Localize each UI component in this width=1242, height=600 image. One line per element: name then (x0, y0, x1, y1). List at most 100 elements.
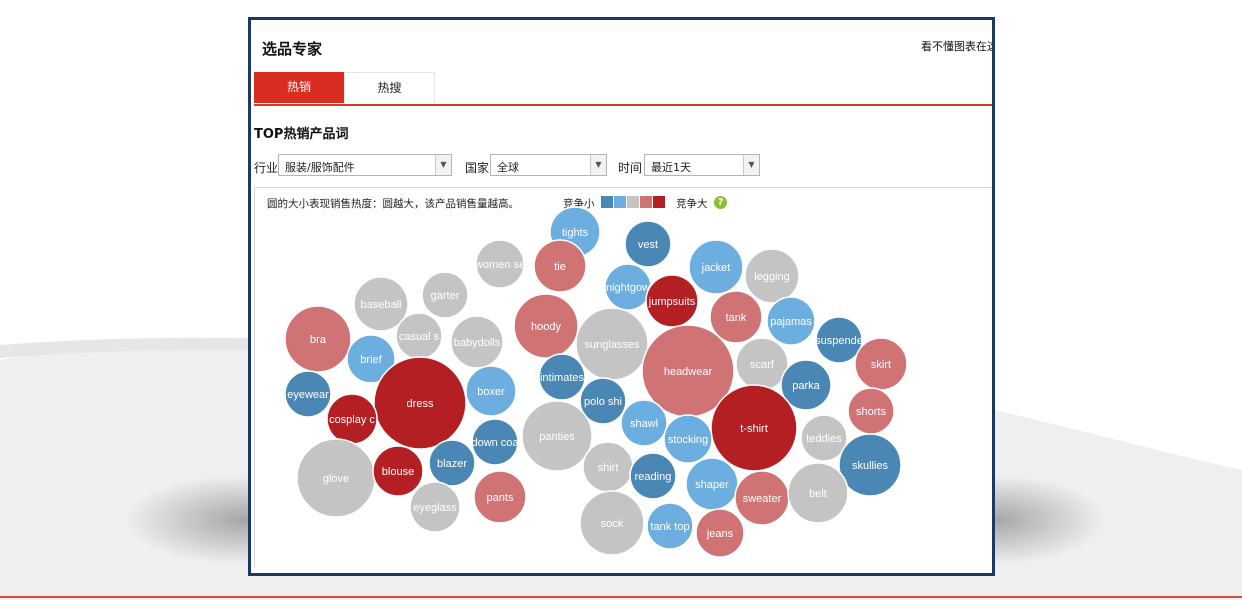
bubble-shawl[interactable]: shawl (620, 399, 668, 447)
bubble-tie[interactable]: tie (533, 239, 587, 293)
bubble-circle[interactable] (353, 276, 409, 332)
bubble-circle[interactable] (744, 248, 800, 304)
bubble-belt[interactable]: belt (787, 462, 849, 524)
bubble-circle[interactable] (710, 384, 798, 472)
bubble-circle[interactable] (688, 239, 744, 295)
bubble-circle[interactable] (695, 508, 745, 558)
bubble-tank-top[interactable]: tank top (646, 502, 694, 550)
bubble-women-se[interactable]: women se (474, 239, 525, 289)
bubble-blouse[interactable]: blouse (372, 445, 424, 497)
bubble-circle[interactable] (513, 293, 579, 359)
bubble-label: jumpsuits (648, 296, 696, 308)
bubble-eyeglass[interactable]: eyeglass (409, 481, 461, 533)
bubble-casual-s[interactable]: casual s (395, 312, 443, 360)
bubble-circle[interactable] (409, 481, 461, 533)
bubble-circle[interactable] (428, 439, 476, 487)
bubble-skirt[interactable]: skirt (854, 337, 908, 391)
bubble-circle[interactable] (646, 502, 694, 550)
bubble-blazer[interactable]: blazer (428, 439, 476, 487)
section-title: TOP热销产品词 (254, 127, 349, 142)
bubble-sweater[interactable]: sweater (734, 470, 790, 526)
bubble-cosplay-c[interactable]: cosplay c (326, 393, 378, 445)
bubble-stocking[interactable]: stocking (663, 414, 713, 464)
bubble-circle[interactable] (372, 445, 424, 497)
bubble-t-shirt[interactable]: t-shirt (710, 384, 798, 472)
bubble-circle[interactable] (800, 414, 848, 462)
bubble-pants[interactable]: pants (473, 470, 527, 524)
bubble-tank[interactable]: tank (709, 290, 763, 344)
bubble-circle[interactable] (620, 399, 668, 447)
industry-select[interactable]: 服装/服饰配件 ▼ (278, 154, 452, 176)
bubble-garter[interactable]: garter (421, 271, 469, 319)
bubble-circle[interactable] (421, 271, 469, 319)
chart-note: 圆的大小表现销售热度：圆越大，该产品销售量越高。 (267, 198, 519, 210)
bubble-glove[interactable]: glove (296, 438, 376, 518)
bubble-circle[interactable] (766, 296, 816, 346)
bubble-circle[interactable] (521, 400, 593, 472)
bubble-jumpsuits[interactable]: jumpsuits (645, 274, 699, 328)
bubble-polo-shi[interactable]: polo shi (579, 377, 627, 425)
bubble-circle[interactable] (450, 315, 504, 369)
bubble-teddies[interactable]: teddies (800, 414, 848, 462)
bubble-dress[interactable]: dress (373, 356, 467, 450)
bubble-down-coa[interactable]: down coa (471, 418, 519, 466)
bubble-circle[interactable] (473, 470, 527, 524)
chart-help-link[interactable]: 看不懂图表在这 (921, 40, 995, 53)
bubble-reading[interactable]: reading (629, 452, 677, 500)
bubble-hoody[interactable]: hoody (513, 293, 579, 359)
chevron-down-icon: ▼ (435, 155, 451, 175)
bubble-nightgow[interactable]: nightgow (604, 263, 652, 311)
bubble-suspende[interactable]: suspende (815, 316, 863, 364)
bubble-baseball[interactable]: baseball (353, 276, 409, 332)
tab-hot-search[interactable]: 热搜 (344, 72, 435, 103)
bubble-circle[interactable] (645, 274, 699, 328)
bubble-legging[interactable]: legging (744, 248, 800, 304)
bubble-intimates[interactable]: intimates (538, 353, 586, 401)
bubble-jeans[interactable]: jeans (695, 508, 745, 558)
bubble-circle[interactable] (533, 239, 587, 293)
bubble-circle[interactable] (373, 356, 467, 450)
bubble-boxer[interactable]: boxer (465, 365, 517, 417)
bubble-shorts[interactable]: shorts (847, 387, 895, 435)
bubble-circle[interactable] (284, 305, 352, 373)
bubble-headwear[interactable]: headwear (641, 324, 735, 418)
bubble-shaper[interactable]: shaper (685, 457, 739, 511)
bubble-shirt[interactable]: shirt (582, 441, 634, 493)
bubble-brief[interactable]: brief (346, 334, 396, 384)
bubble-scarf[interactable]: scarf (735, 337, 789, 391)
bubble-circle[interactable] (284, 370, 332, 418)
bubble-sunglasses[interactable]: sunglasses (575, 307, 649, 381)
bubble-circle[interactable] (709, 290, 763, 344)
bubble-circle[interactable] (471, 418, 519, 466)
bubble-pajamas[interactable]: pajamas (766, 296, 816, 346)
bubble-circle[interactable] (624, 220, 672, 268)
question-icon[interactable]: ? (714, 196, 727, 209)
tab-hot-sales[interactable]: 热销 (254, 72, 344, 103)
country-select[interactable]: 全球 ▼ (490, 154, 607, 176)
bubble-panties[interactable]: panties (521, 400, 593, 472)
bubble-jacket[interactable]: jacket (688, 239, 744, 295)
bubble-label: hoody (531, 321, 561, 333)
bubble-bra[interactable]: bra (284, 305, 352, 373)
legend-swatch-1 (601, 196, 613, 208)
bubble-circle[interactable] (465, 365, 517, 417)
bubble-circle[interactable] (346, 334, 396, 384)
bubble-circle[interactable] (538, 353, 586, 401)
time-select[interactable]: 最近1天 ▼ (644, 154, 760, 176)
bubble-circle[interactable] (629, 452, 677, 500)
bubble-circle[interactable] (780, 359, 832, 411)
bubble-circle[interactable] (838, 433, 902, 497)
bubble-babydolls[interactable]: babydolls (450, 315, 504, 369)
bubble-sock[interactable]: sock (579, 490, 645, 556)
bubble-circle[interactable] (475, 239, 525, 289)
bubble-vest[interactable]: vest (624, 220, 672, 268)
bubble-circle[interactable] (579, 377, 627, 425)
bubble-circle[interactable] (787, 462, 849, 524)
bubble-circle[interactable] (815, 316, 863, 364)
bubble-circle[interactable] (579, 490, 645, 556)
bubble-circle[interactable] (663, 414, 713, 464)
bubble-parka[interactable]: parka (780, 359, 832, 411)
bubble-skullies[interactable]: skullies (838, 433, 902, 497)
bubble-label: stocking (668, 434, 708, 446)
bubble-eyewear[interactable]: eyewear (284, 370, 332, 418)
